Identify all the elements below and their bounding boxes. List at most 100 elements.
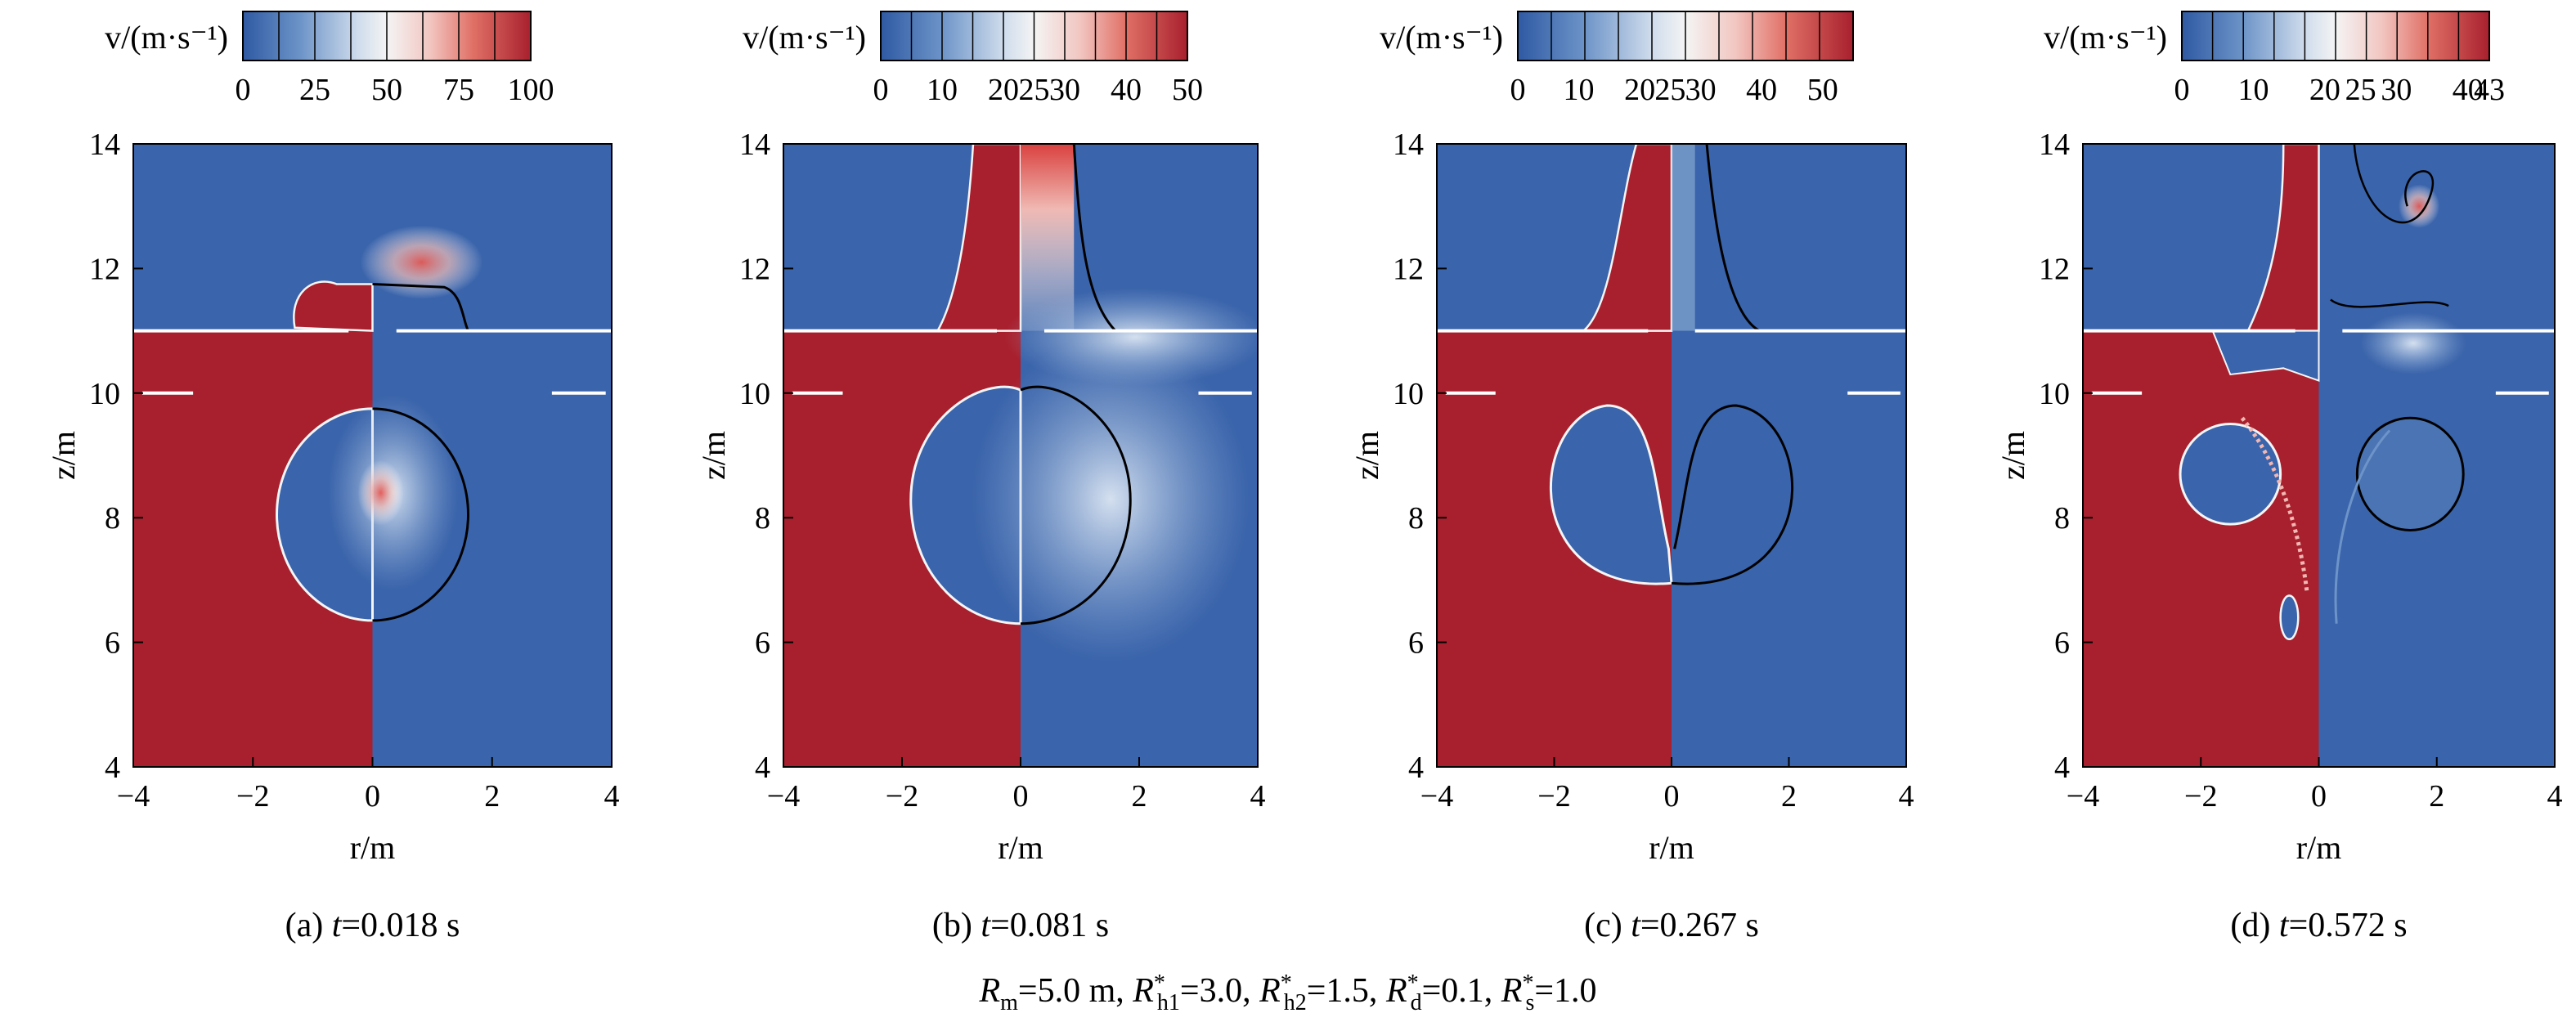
y-tick-label: 4 — [1408, 751, 1424, 785]
y-tick-label: 10 — [89, 377, 120, 411]
colorbar: 0 10 20 25 30 40 50 v/(m·s⁻¹) — [1380, 11, 1854, 107]
panel-label: (a) — [285, 907, 332, 944]
y-tick-label: 12 — [89, 252, 120, 286]
colorbar-tick-label: 25 — [1019, 73, 1050, 107]
bubble-right-interface — [2355, 416, 2465, 531]
colorbar-tick-label: 20 — [988, 73, 1019, 107]
colorbar-frame — [880, 11, 1188, 61]
parameters-caption-part: m — [1000, 990, 1018, 1015]
colorbar-frame — [242, 11, 532, 61]
surface-glow — [2359, 312, 2466, 374]
small-bubble-left — [2279, 594, 2300, 641]
parameters-caption-part: =0.1, — [1422, 972, 1501, 1010]
bubble-right-interface — [1671, 404, 1794, 585]
parameters-caption-part: h1 — [1157, 990, 1180, 1015]
colorbar-tick-label: 30 — [2381, 73, 2412, 107]
panel-caption: (d) t=0.572 s — [2230, 907, 2407, 944]
x-tick-label: −2 — [1537, 779, 1570, 814]
x-tick-label: 0 — [1013, 779, 1029, 814]
surface-bulge-left — [293, 280, 374, 332]
colorbar-tick-label: 0 — [2174, 73, 2190, 107]
colorbar-frame — [1517, 11, 1854, 61]
plot-area — [2083, 144, 2555, 767]
parameters-caption-part: R — [1132, 972, 1154, 1010]
parameters-caption-part: R — [1259, 972, 1281, 1010]
velocity-field — [1672, 144, 1906, 767]
time-value: =0.018 s — [341, 907, 460, 944]
panel-label: (d) — [2230, 907, 2278, 944]
colorbar-tick-label: 50 — [1172, 73, 1203, 107]
velocity-swirl — [972, 335, 1250, 663]
bubble-right-interface — [1020, 385, 1132, 625]
surface-glow — [1004, 288, 1258, 387]
surface-hotspot — [360, 225, 483, 299]
x-tick-label: 0 — [1664, 779, 1680, 814]
time-symbol: t — [2279, 907, 2290, 944]
bubble-left-interface — [2179, 423, 2282, 526]
x-tick-label: 4 — [2547, 779, 2563, 814]
parameters-caption-part: =1.5, — [1307, 972, 1386, 1010]
x-tick-label: 2 — [2429, 779, 2444, 814]
x-tick-label: 4 — [1899, 779, 1914, 814]
colorbar: 0 10 20 25 30 40 50 v/(m·s⁻¹) — [743, 11, 1203, 107]
colorbar-tick-label: 10 — [2237, 73, 2269, 107]
parameters-caption-part: d — [1411, 990, 1422, 1015]
colorbar-tick-label: 10 — [1564, 73, 1595, 107]
colorbar-tick-label: 40 — [1746, 73, 1777, 107]
y-tick-label: 14 — [739, 128, 770, 162]
colorbar-tick-label: 50 — [1807, 73, 1838, 107]
parameters-caption-part: * — [1154, 970, 1165, 996]
parameters-caption-part: R — [1385, 972, 1407, 1010]
jet-column-right — [2330, 144, 2449, 308]
y-tick-label: 10 — [2039, 377, 2070, 411]
x-tick-label: −2 — [2184, 779, 2217, 814]
y-tick-label: 4 — [755, 751, 770, 785]
y-axis-label: z/m — [45, 431, 82, 480]
parameters-caption-block — [0, 940, 2576, 1022]
x-tick-label: −2 — [886, 779, 918, 814]
colorbar-tick-label: 0 — [1510, 73, 1526, 107]
colorbar-tick-label: 43 — [2474, 73, 2505, 107]
colorbar-tick-label: 25 — [299, 73, 330, 107]
colorbar-label: v/(m·s⁻¹) — [2044, 19, 2167, 56]
y-tick-label: 12 — [2039, 252, 2070, 286]
y-tick-label: 10 — [1393, 377, 1424, 411]
plot-area — [783, 144, 1258, 767]
x-tick-label: 4 — [604, 779, 620, 814]
x-axis-label: r/m — [1649, 829, 1694, 866]
x-tick-label: 0 — [2311, 779, 2327, 814]
jet-column-right — [1705, 144, 1761, 332]
parameters-caption-part: s — [1525, 990, 1534, 1015]
time-symbol: t — [1631, 907, 1641, 944]
time-symbol: t — [981, 907, 991, 944]
time-symbol: t — [332, 907, 343, 944]
panel-caption: (b) t=0.081 s — [932, 907, 1109, 944]
y-tick-label: 8 — [755, 501, 770, 536]
x-tick-label: −2 — [236, 779, 269, 814]
droplet-trail — [2240, 416, 2309, 593]
colorbar-tick-label: 100 — [508, 73, 554, 107]
time-value: =0.081 s — [990, 907, 1109, 944]
y-tick-label: 6 — [2054, 626, 2070, 661]
colorbar-tick-label: 0 — [873, 73, 889, 107]
bubble-left-interface — [1549, 404, 1673, 585]
y-tick-label: 12 — [739, 252, 770, 286]
x-tick-label: 4 — [1250, 779, 1266, 814]
x-tick-label: 0 — [365, 779, 380, 814]
y-axis-label: z/m — [1995, 431, 2031, 480]
colorbar: 0 25 50 75 100 v/(m·s⁻¹) — [105, 11, 554, 107]
colorbar-tick-label: 40 — [1111, 73, 1142, 107]
wake-trail — [2334, 429, 2391, 624]
x-tick-label: −4 — [117, 779, 150, 814]
colorbar-tick-label: 20 — [2309, 73, 2340, 107]
jet-column-right — [1072, 144, 1117, 332]
parameters-caption-part: h2 — [1284, 990, 1307, 1015]
parameters-caption-part: =1.0 — [1534, 972, 1596, 1010]
colorbar-frame — [2181, 11, 2490, 61]
parameters-caption-part: * — [1281, 970, 1292, 996]
x-axis-label: r/m — [998, 829, 1043, 866]
colorbar-tick-label: 25 — [2345, 73, 2376, 107]
y-tick-label: 6 — [755, 626, 770, 661]
y-tick-label: 8 — [2054, 501, 2070, 536]
